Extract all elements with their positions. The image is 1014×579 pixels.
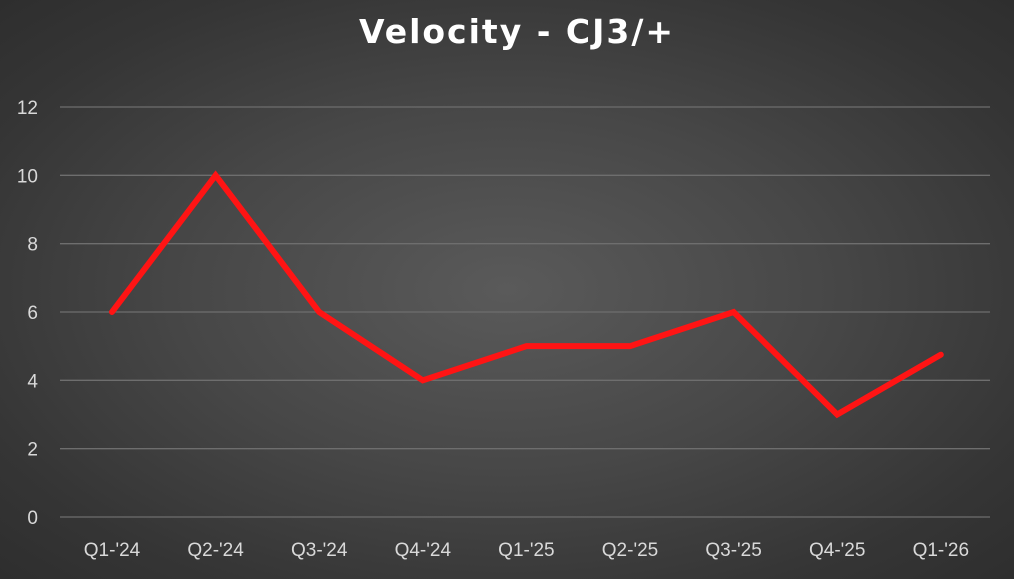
series-layer — [109, 170, 944, 419]
y-tick-label: 4 — [27, 371, 38, 392]
x-tick-label: Q1-'26 — [913, 540, 969, 561]
x-tick-label: Q2-'24 — [187, 540, 244, 561]
y-tick-label: 0 — [27, 508, 38, 529]
x-tick-label: Q2-'25 — [602, 540, 658, 561]
x-tick-label: Q3-'25 — [705, 540, 761, 561]
x-tick-label: Q1-'25 — [498, 540, 554, 561]
x-tick-label: Q4-'25 — [809, 540, 865, 561]
chart-title: Velocity - CJ3/+ — [358, 12, 676, 51]
series-line — [109, 170, 944, 419]
x-axis-ticks: Q1-'24 Q2-'24 Q3-'24 Q4-'24 Q1-'25 Q2-'25 Q3-'… — [84, 540, 969, 561]
y-axis-ticks: 0 2 4 6 8 10 12 — [17, 98, 39, 529]
y-tick-label: 8 — [27, 235, 38, 256]
y-tick-label: 6 — [27, 303, 38, 324]
x-tick-label: Q3-'24 — [291, 540, 348, 561]
x-tick-label: Q4-'24 — [395, 540, 452, 561]
gridlines — [60, 106, 990, 518]
y-tick-label: 10 — [17, 166, 38, 187]
y-tick-label: 12 — [17, 98, 38, 119]
x-tick-label: Q1-'24 — [84, 540, 141, 561]
y-tick-label: 2 — [27, 440, 38, 461]
